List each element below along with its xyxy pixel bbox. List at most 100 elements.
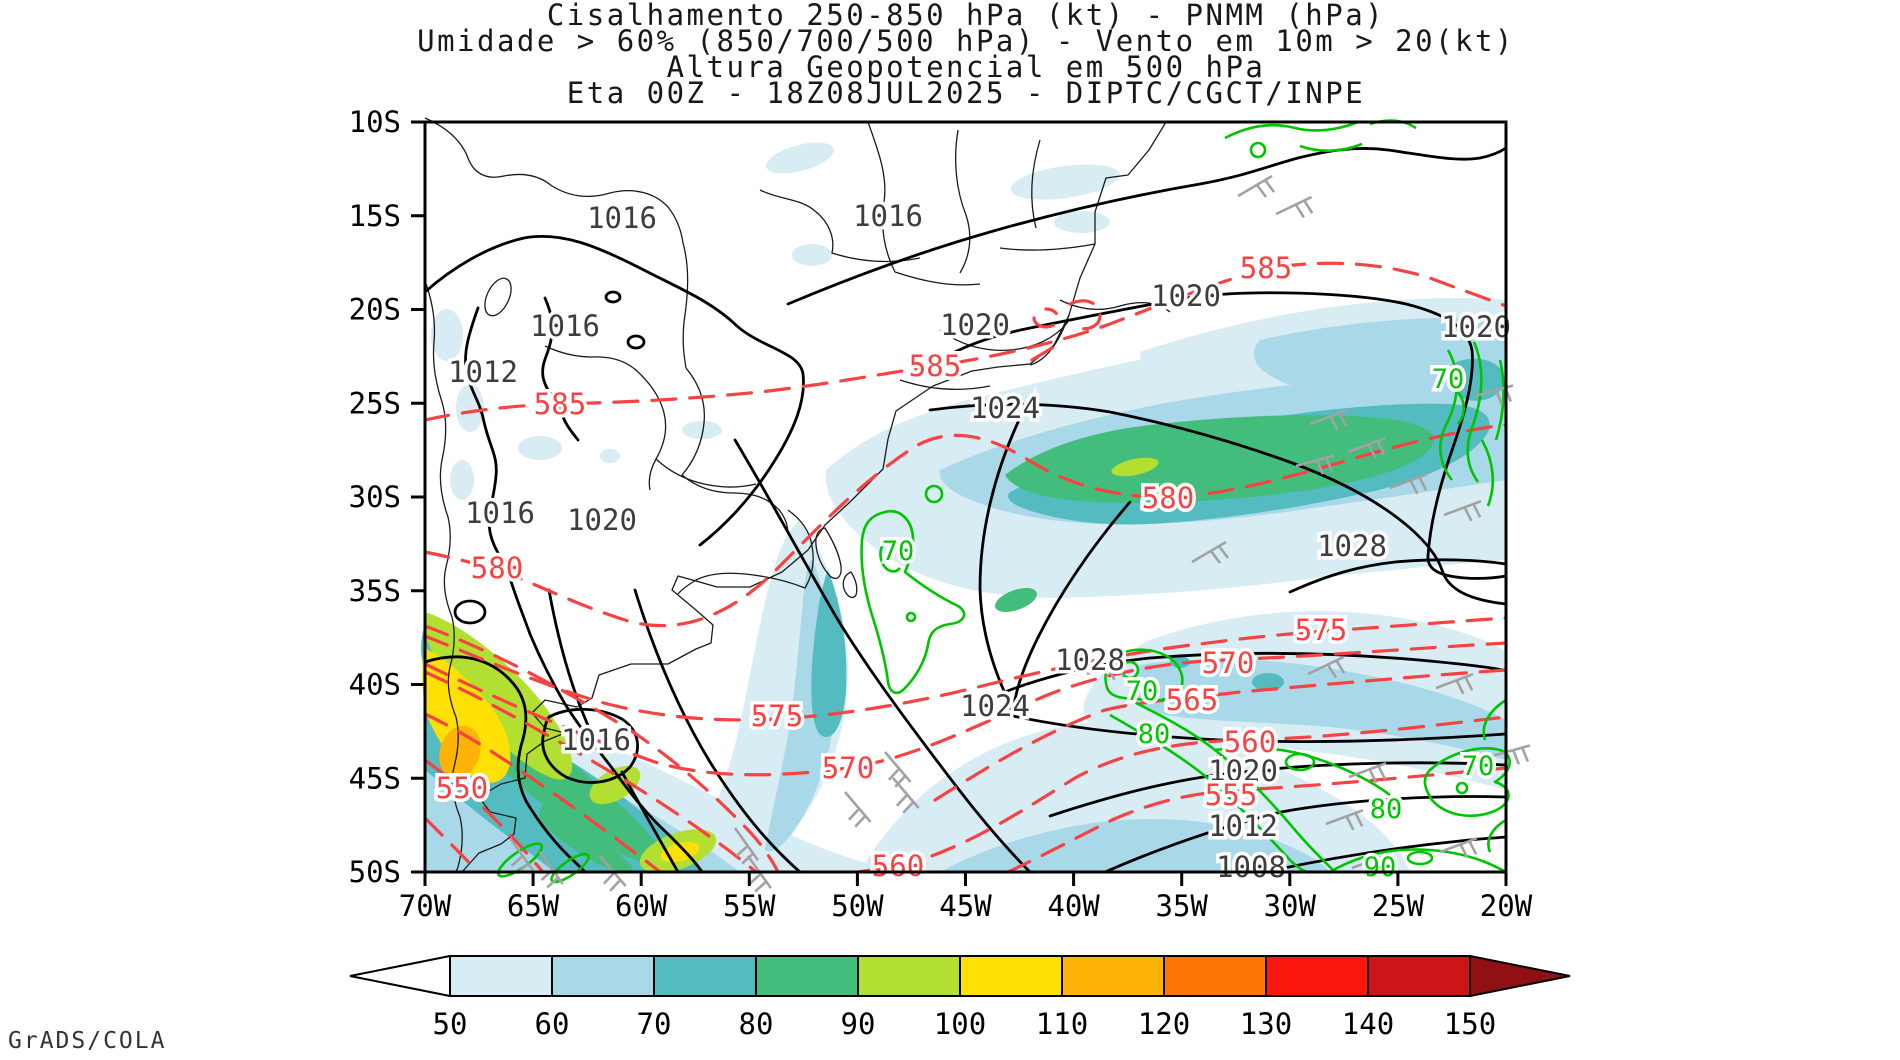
colorbar-segment	[653, 955, 757, 997]
bd-shape	[424, 280, 463, 873]
wb-shape	[1191, 540, 1230, 564]
wb-shape	[1307, 655, 1346, 679]
title-block: Cisalhamento 250-850 hPa (kt) - PNMM (hP…	[417, 0, 1515, 110]
lake-titicaca	[484, 277, 512, 317]
f50-shape	[860, 722, 1410, 872]
wb-shape	[892, 777, 920, 814]
bd-shape	[999, 243, 1096, 251]
bd-shape	[677, 509, 814, 595]
cg-shape	[423, 261, 1508, 422]
x-tick-label: 55W	[723, 889, 776, 923]
bd-shape	[954, 129, 971, 274]
wind-barb	[1439, 836, 1478, 859]
pressure-label: 1016	[530, 309, 600, 343]
bd-shape	[894, 271, 981, 286]
ch-shape	[924, 484, 944, 504]
title-line-3: Altura Geopotencial em 500 hPa	[667, 50, 1266, 84]
ch-shape	[1249, 141, 1267, 159]
grads-watermark: GrADS/COLA	[8, 1028, 166, 1054]
colorbar-segment	[959, 955, 1063, 997]
humidity-label: 70	[1432, 364, 1465, 395]
wb-shape	[1443, 499, 1482, 522]
pressure-label: 1020	[1208, 754, 1278, 788]
ch-shape	[1455, 781, 1469, 795]
colorbar-left-arrow	[349, 954, 451, 998]
humidity-label: 70	[1462, 751, 1495, 782]
f60-shape	[940, 818, 1330, 872]
pressure-label: 1020	[567, 503, 637, 537]
y-tick-label: 10S	[349, 105, 401, 139]
colorbar-segment	[857, 955, 961, 997]
cpt-shape	[626, 334, 646, 350]
colorbar-segment	[1163, 955, 1267, 997]
cp-shape	[1011, 500, 1132, 714]
cp-shape	[423, 234, 805, 547]
pressure-label: 1016	[465, 496, 535, 530]
x-tick-label: 65W	[507, 889, 560, 923]
colorbar-tick-label: 60	[535, 1007, 570, 1041]
wind-barb	[884, 751, 912, 788]
colorbar-segment	[1061, 955, 1165, 997]
f60-shape	[1254, 318, 1506, 405]
ch-shape	[860, 509, 966, 695]
f80-shape	[995, 587, 1037, 613]
humidity-label: 90	[1364, 852, 1397, 883]
cg-shape	[423, 712, 662, 874]
x-tick-label: 60W	[615, 889, 668, 923]
wind-barb	[1325, 808, 1364, 831]
wb-shape	[884, 751, 912, 788]
colorbar-tick-label: 80	[739, 1007, 774, 1041]
f90-shape	[1111, 457, 1159, 477]
f70-shape	[811, 570, 847, 738]
f90-shape	[425, 612, 573, 780]
cp-shape	[978, 418, 1021, 718]
geopotential-label: 555	[1205, 778, 1257, 812]
cg-shape	[423, 624, 780, 874]
x-tick-label: 20W	[1480, 889, 1533, 923]
wb-shape	[1086, 658, 1125, 681]
bd-shape	[899, 379, 991, 391]
wind-barb	[1295, 454, 1335, 475]
f70-shape	[1449, 358, 1505, 401]
pressure-label: 1008	[1216, 850, 1286, 884]
y-tick-label: 45S	[349, 761, 401, 795]
wb-shape	[1435, 672, 1474, 695]
wb-shape	[1275, 195, 1314, 219]
colorbar-segment	[449, 955, 553, 997]
y-tick-label: 35S	[349, 574, 401, 608]
shading-layer	[421, 142, 1506, 873]
wb-shape	[1309, 408, 1348, 431]
pressure-label: 1016	[561, 723, 631, 757]
cp-shape	[786, 146, 1508, 306]
cp-shape	[541, 707, 639, 784]
cg-shape	[933, 668, 1508, 802]
geopotential-label: 585	[909, 349, 961, 383]
axis-ticks	[411, 120, 1508, 886]
bd-shape	[939, 321, 1069, 351]
cg-shape	[856, 715, 1508, 874]
pressure-label: 1028	[1317, 529, 1387, 563]
pressure-label: 1020	[1441, 310, 1511, 344]
f80-shape	[539, 802, 633, 873]
x-tick-label: 70W	[399, 889, 452, 923]
geopotential-label: 580	[1142, 481, 1194, 515]
axis-labels: 70W 65W 60W 55W 50W 45W 40W 35W 30W 25W 20W 10S 15S 2…	[349, 105, 1533, 923]
f50-shape	[431, 309, 463, 361]
cp-shape	[1103, 795, 1508, 874]
pressure-label: 1020	[940, 308, 1010, 342]
cp-shape	[938, 291, 1508, 580]
pressure-label: 1016	[853, 199, 923, 233]
f90-shape	[589, 765, 641, 805]
y-tick-label: 50S	[349, 855, 401, 889]
contour-labels-layer: 1016 1016 1020 1020 1020 1016 1012 1024 1016 1020…	[432, 196, 1514, 888]
geopotential-label: 560	[1224, 725, 1276, 759]
wind-barb	[1309, 408, 1348, 431]
pressure-label: 1012	[448, 355, 518, 389]
colorbar-tick-label: 130	[1240, 1007, 1292, 1041]
title-line-2: Umidade > 60% (850/700/500 hPa) - Vento …	[417, 24, 1515, 58]
colorbar-tick-label: 150	[1444, 1007, 1496, 1041]
x-tick-label: 45W	[939, 889, 992, 923]
map-borders-layer	[424, 117, 1171, 873]
cp-shape	[1288, 558, 1508, 594]
